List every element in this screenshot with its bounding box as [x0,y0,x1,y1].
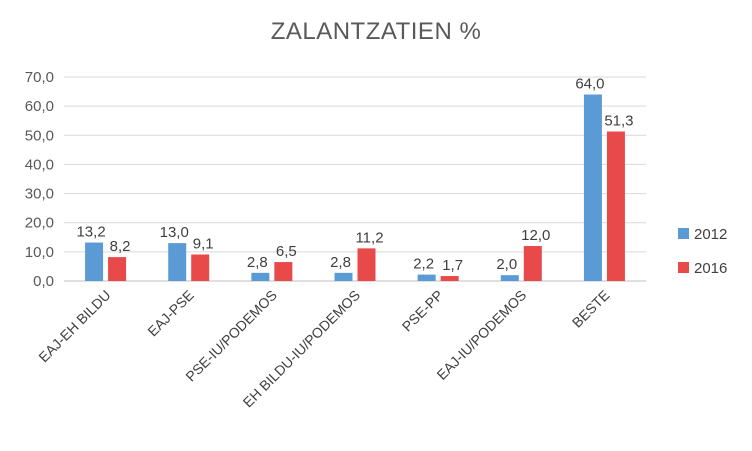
bar-2016 [108,257,127,281]
bar-2016 [523,246,542,281]
data-label: 2,2 [413,256,434,273]
legend-label: 2012 [694,226,727,243]
data-label: 13,2 [76,224,105,241]
y-tick-label: 30,0 [25,186,54,203]
legend: 2012 2016 [678,226,727,277]
y-tick-label: 50,0 [25,127,54,144]
y-axis: 0,0 10,0 20,0 30,0 40,0 50,0 60,0 70,0 [25,69,54,290]
x-category-label: EAJ-EH BILDU [35,287,113,365]
bars [85,94,625,281]
data-label: 11,2 [355,229,383,246]
gridlines [64,76,646,282]
bar-2016 [274,262,293,281]
y-tick-label: 10,0 [25,244,54,261]
data-label: 2,8 [330,254,351,271]
data-label: 12,0 [521,227,550,244]
x-category-label: PSE-IU/PODEMOS [182,287,280,385]
y-tick-label: 60,0 [25,98,54,115]
y-tick-label: 20,0 [25,215,54,232]
y-tick-label: 40,0 [25,156,54,173]
bar-2016 [191,254,210,281]
bar-2012 [500,275,519,281]
data-label: 51,3 [604,112,633,129]
bar-2012 [251,272,270,281]
data-labels: 13,28,213,09,12,86,52,811,22,2 1,7 2,012,0… [76,75,633,274]
legend-swatch-2016 [678,262,689,273]
data-label: 2,8 [247,254,268,271]
data-label: 9,1 [193,235,214,252]
bar-2012 [583,94,602,281]
y-tick-label: 70,0 [25,69,54,86]
bar-2012 [334,272,353,281]
data-label: 6,5 [276,243,297,260]
x-category-label: PSE-PP [399,287,447,335]
y-tick-label: 0,0 [33,273,54,290]
data-label: 8,2 [110,238,131,255]
x-category-label: EAJ-IU/PODEMOS [433,287,529,383]
data-label: 2,0 [496,256,517,273]
legend-swatch-2012 [678,228,689,239]
x-category-label: EAJ-PSE [144,287,197,340]
bar-2016 [440,276,459,281]
data-label: 13,0 [160,224,189,241]
legend-label: 2016 [694,260,727,277]
chart-title: ZALANTZATIEN % [270,18,482,45]
bar-2016 [606,131,625,281]
data-label: 1,7 [442,257,463,274]
bar-2012 [168,243,187,281]
data-label: 64,0 [575,75,604,92]
x-category-label: BESTE [569,287,613,331]
bar-2016 [357,248,376,281]
bar-2012 [417,274,436,281]
bar-2012 [85,242,104,281]
